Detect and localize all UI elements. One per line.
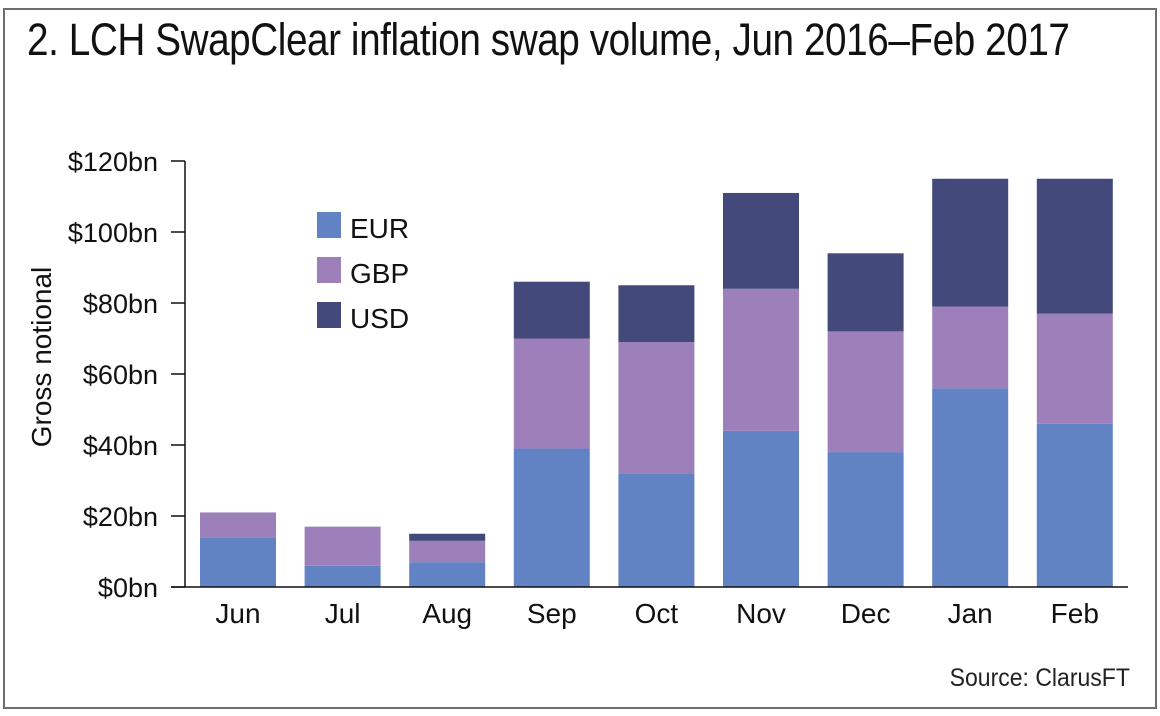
bar-usd-sep bbox=[513, 281, 590, 339]
legend-label-eur: EUR bbox=[350, 213, 409, 244]
bar-usd-jan bbox=[932, 178, 1009, 307]
bar-gbp-sep bbox=[513, 338, 590, 449]
x-tick-label: Dec bbox=[841, 598, 891, 629]
bars-group bbox=[200, 178, 1113, 587]
bar-gbp-jun bbox=[200, 512, 276, 538]
bar-usd-dec bbox=[827, 253, 904, 332]
x-tick-label: Oct bbox=[635, 598, 679, 629]
x-tick-label: Jan bbox=[948, 598, 993, 629]
bar-eur-jun bbox=[200, 537, 276, 587]
legend: EUR GBP USD bbox=[317, 212, 409, 334]
bar-eur-nov bbox=[723, 430, 799, 587]
bar-usd-nov bbox=[723, 192, 799, 289]
x-tick-label: Jul bbox=[325, 598, 361, 629]
y-tick-label: $0bn bbox=[98, 573, 158, 603]
x-labels-group: Jun Jul Aug Sep Oct Nov Dec Jan Feb bbox=[215, 598, 1099, 629]
bar-gbp-feb bbox=[1036, 313, 1113, 424]
legend-swatch-usd bbox=[317, 302, 341, 328]
bar-eur-oct bbox=[618, 473, 695, 587]
x-tick-label: Feb bbox=[1051, 598, 1099, 629]
bar-usd-aug bbox=[409, 533, 486, 541]
y-tick-label: $60bn bbox=[83, 360, 158, 390]
y-axis-title: Gross notional bbox=[26, 267, 57, 448]
bar-eur-dec bbox=[827, 452, 904, 587]
y-tick-label: $80bn bbox=[83, 289, 158, 319]
bar-gbp-jul bbox=[304, 526, 381, 566]
bar-usd-oct bbox=[618, 285, 695, 343]
x-tick-label: Sep bbox=[527, 598, 577, 629]
bar-eur-jan bbox=[932, 388, 1009, 587]
y-ticks-group: $0bn $20bn $40bn $60bn $80bn $100bn $120bn bbox=[68, 147, 185, 603]
legend-label-usd: USD bbox=[350, 303, 409, 334]
bar-eur-sep bbox=[513, 448, 590, 587]
legend-swatch-gbp bbox=[317, 257, 341, 283]
bar-gbp-aug bbox=[409, 540, 486, 563]
bar-gbp-nov bbox=[723, 288, 799, 431]
bar-eur-jul bbox=[304, 565, 381, 587]
y-tick-label: $120bn bbox=[68, 147, 158, 177]
bar-eur-feb bbox=[1036, 423, 1113, 587]
bar-eur-aug bbox=[409, 562, 486, 587]
x-tick-label: Nov bbox=[736, 598, 786, 629]
y-tick-label: $40bn bbox=[83, 431, 158, 461]
chart-title: 2. LCH SwapClear inflation swap volume, … bbox=[27, 14, 1070, 65]
bar-usd-feb bbox=[1036, 178, 1113, 314]
bar-gbp-dec bbox=[827, 331, 904, 453]
x-tick-label: Jun bbox=[215, 598, 260, 629]
source-note: Source: ClarusFT bbox=[949, 664, 1130, 692]
y-tick-label: $20bn bbox=[83, 502, 158, 532]
x-tick-label: Aug bbox=[422, 598, 472, 629]
bar-gbp-oct bbox=[618, 342, 695, 474]
legend-label-gbp: GBP bbox=[350, 258, 409, 289]
y-tick-label: $100bn bbox=[68, 218, 158, 248]
bar-gbp-jan bbox=[932, 306, 1009, 389]
legend-swatch-eur bbox=[317, 212, 341, 238]
